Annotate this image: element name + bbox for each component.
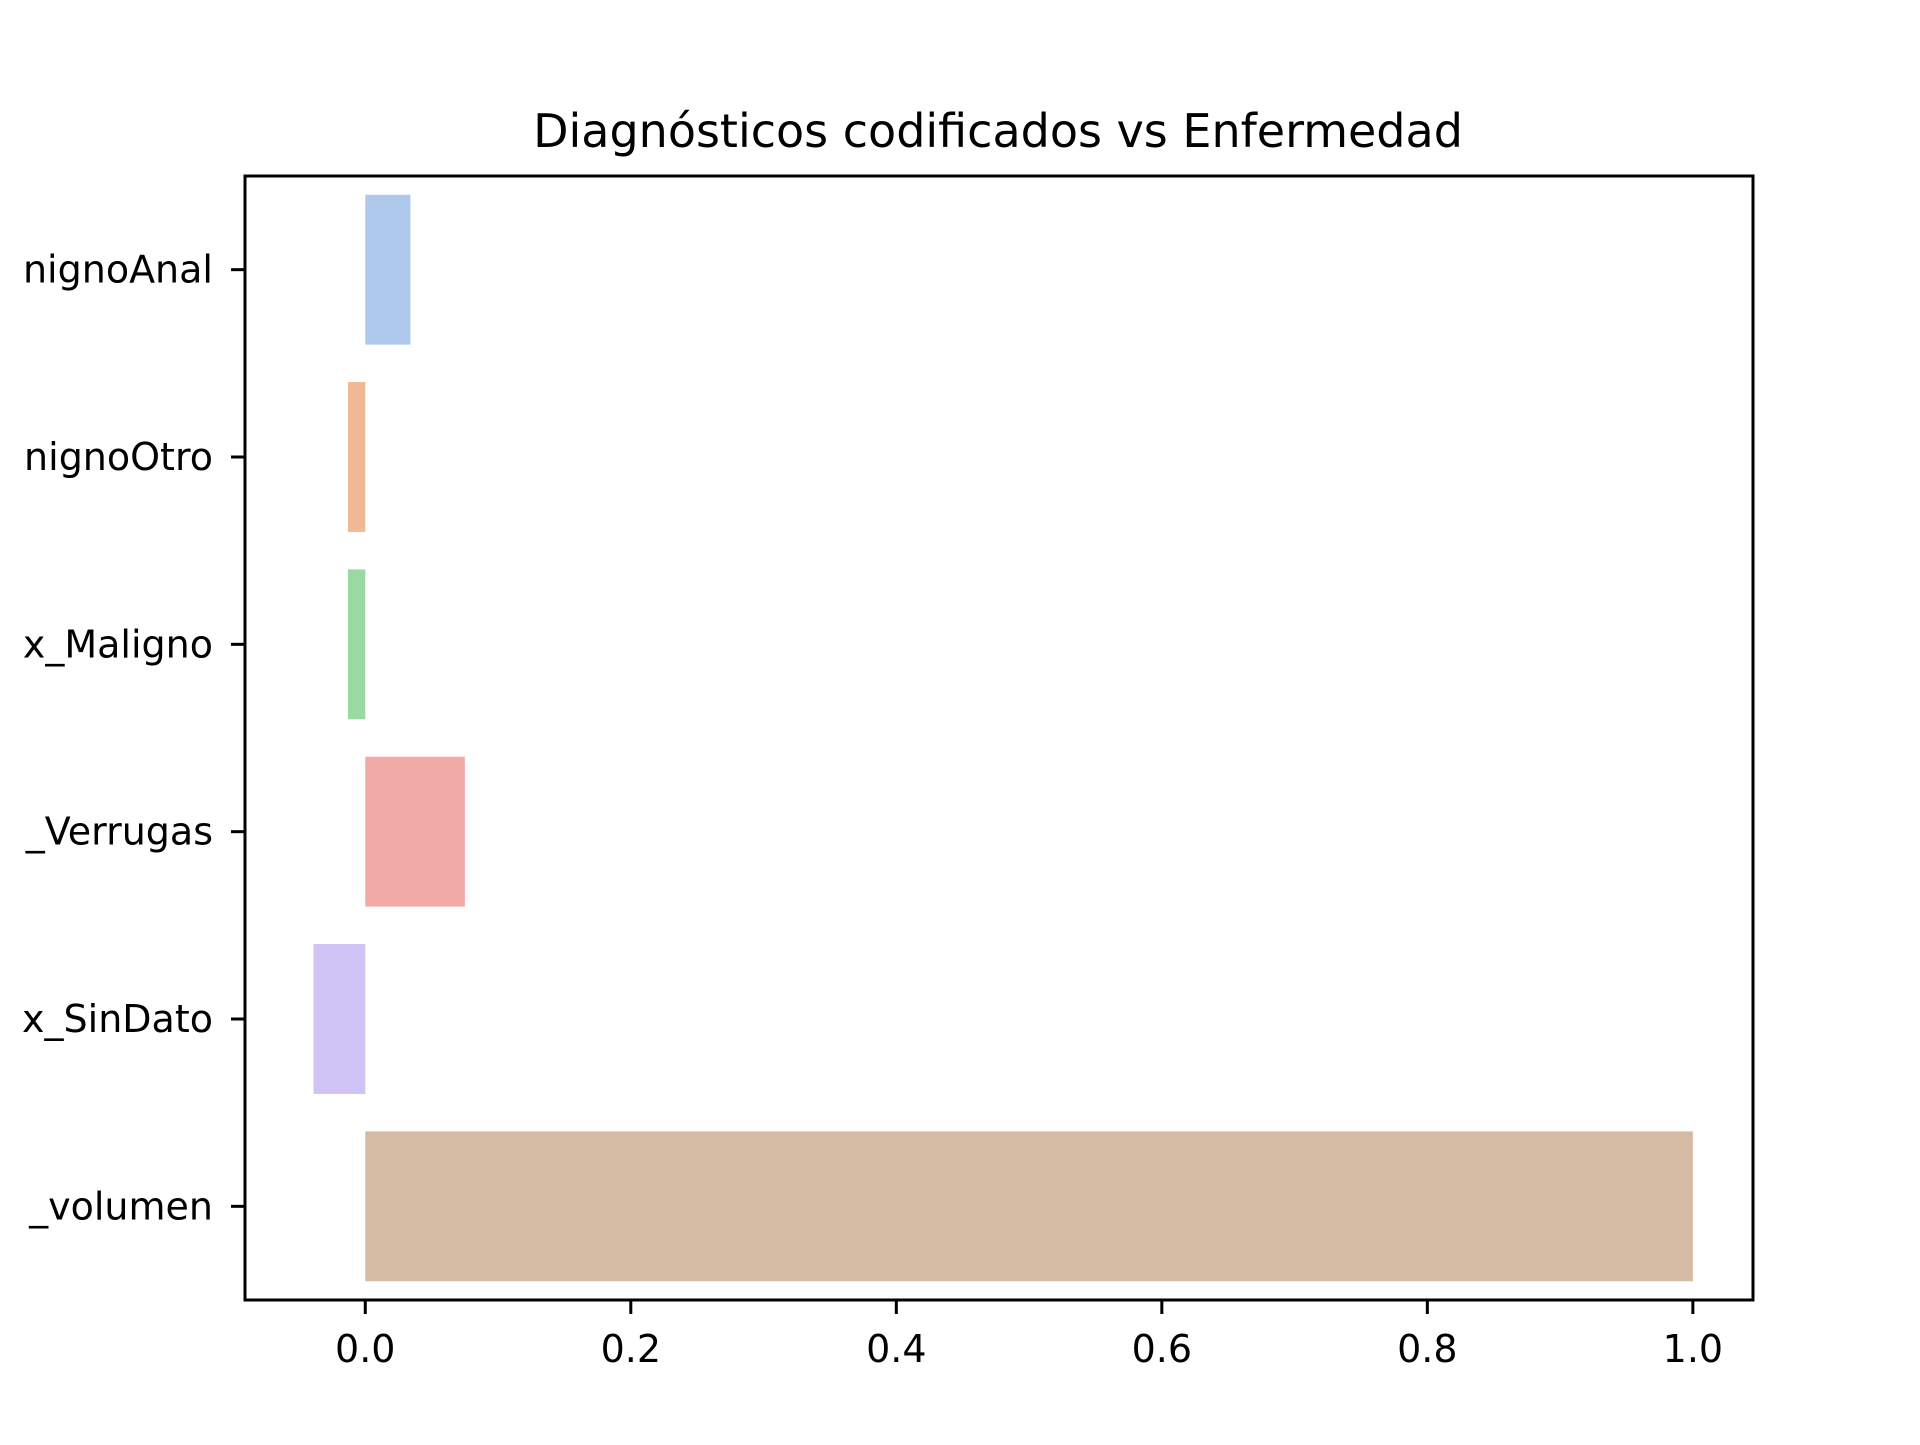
y-tick-label: x_SinDato [22,997,213,1041]
plot-frame [243,174,1755,1302]
y-tick-label: nignoOtro [24,435,213,479]
y-tick-label: nignoAnal [23,248,213,292]
x-tick-label: 0.0 [335,1327,395,1371]
y-tick-label: x_Maligno [23,622,213,666]
x-tick-label: 0.2 [601,1327,661,1371]
x-tick-label: 0.6 [1132,1327,1192,1371]
bar [365,1131,1693,1282]
bars-layer [313,194,1693,1282]
y-tick-label: _Verrugas [25,810,213,854]
x-tick-label: 1.0 [1663,1327,1723,1371]
bar [313,944,366,1094]
x-tick-label: 0.4 [866,1327,926,1371]
y-tick-label: _volumen [28,1184,213,1228]
bar [365,194,411,345]
bar [348,382,366,532]
x-axis: 0.0 0.2 0.4 0.6 0.8 1.0 [335,1300,1723,1371]
chart-title: Diagnósticos codificados vs Enfermedad [533,104,1463,158]
y-axis: nignoAnal nignoOtro x_Maligno _Verrugas x_Si… [22,248,245,1228]
bar [348,569,366,720]
bar [365,756,465,907]
x-tick-label: 0.8 [1397,1327,1457,1371]
